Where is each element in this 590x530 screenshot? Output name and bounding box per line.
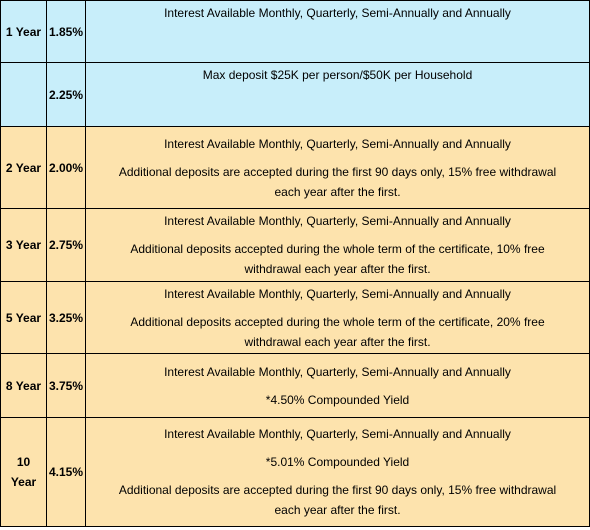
term-cell: 3 Year — [0, 208, 47, 282]
description-line: *4.50% Compounded Yield — [265, 392, 410, 407]
description-cell: Max deposit $25K per person/$50K per Hou… — [85, 62, 590, 127]
table-row: 5 Year 3.25% Interest Available Monthly,… — [0, 281, 590, 354]
description-line: Interest Available Monthly, Quarterly, S… — [164, 214, 511, 228]
description-line: each year after the first. — [274, 184, 401, 199]
rate-cell: 3.25% — [46, 281, 86, 354]
description-line: Additional deposits are accepted during … — [118, 164, 557, 179]
description-line: Interest Available Monthly, Quarterly, S… — [164, 6, 511, 20]
description-line: Interest Available Monthly, Quarterly, S… — [164, 427, 511, 441]
description-line: withdrawal each year after the first. — [244, 262, 431, 276]
description-cell: Interest Available Monthly, Quarterly, S… — [85, 281, 590, 354]
description-line: each year after the first. — [274, 503, 401, 517]
term-line: Year — [10, 475, 37, 489]
description-line: Interest Available Monthly, Quarterly, S… — [164, 364, 511, 379]
table-row: 2.25% Max deposit $25K per person/$50K p… — [0, 62, 590, 127]
description-cell: Interest Available Monthly, Quarterly, S… — [85, 0, 590, 63]
table-row: 1 Year 1.85% Interest Available Monthly,… — [0, 0, 590, 63]
description-line: Additional deposits accepted during the … — [130, 242, 545, 256]
description-line: Max deposit $25K per person/$50K per Hou… — [202, 68, 473, 82]
description-line: Additional deposits are accepted during … — [118, 483, 557, 497]
rate-cell: 4.15% — [46, 417, 86, 527]
description-line: Additional deposits accepted during the … — [130, 314, 545, 329]
term-line: 10 — [16, 455, 31, 469]
description-line: Interest Available Monthly, Quarterly, S… — [164, 136, 511, 151]
rate-cell: 3.75% — [46, 353, 86, 418]
term-cell: 10 Year — [0, 417, 47, 527]
description-cell: Interest Available Monthly, Quarterly, S… — [85, 126, 590, 209]
rate-cell: 2.00% — [46, 126, 86, 209]
description-cell: Interest Available Monthly, Quarterly, S… — [85, 417, 590, 527]
term-cell: 1 Year — [0, 0, 47, 63]
rate-cell: 1.85% — [46, 0, 86, 63]
description-cell: Interest Available Monthly, Quarterly, S… — [85, 208, 590, 282]
term-cell — [0, 62, 47, 127]
description-line: withdrawal each year after the first. — [244, 334, 431, 349]
description-line: Interest Available Monthly, Quarterly, S… — [164, 286, 511, 301]
table-row: 8 Year 3.75% Interest Available Monthly,… — [0, 353, 590, 418]
description-line: *5.01% Compounded Yield — [265, 455, 410, 469]
term-cell: 5 Year — [0, 281, 47, 354]
term-cell: 2 Year — [0, 126, 47, 209]
rate-cell: 2.25% — [46, 62, 86, 127]
table-row: 3 Year 2.75% Interest Available Monthly,… — [0, 208, 590, 282]
term-cell: 8 Year — [0, 353, 47, 418]
description-cell: Interest Available Monthly, Quarterly, S… — [85, 353, 590, 418]
rate-cell: 2.75% — [46, 208, 86, 282]
table-row: 2 Year 2.00% Interest Available Monthly,… — [0, 126, 590, 209]
table-row: 10 Year 4.15% Interest Available Monthly… — [0, 417, 590, 527]
